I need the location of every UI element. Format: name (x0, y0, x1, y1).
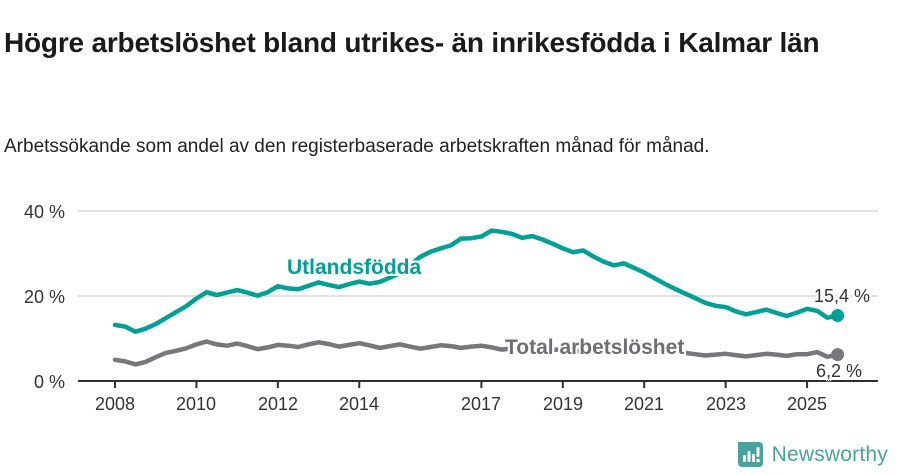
brand-footer: Newsworthy (737, 440, 888, 470)
end-value-total-arbetsloshet: 6,2 % (816, 361, 863, 381)
x-axis-label-2023: 2023 (705, 394, 747, 414)
x-axis-label-2012: 2012 (257, 394, 299, 414)
x-axis-label-2017: 2017 (460, 394, 502, 414)
x-axis-label-2014: 2014 (338, 394, 380, 414)
x-axis-label-2021: 2021 (623, 394, 665, 414)
newsworthy-logo-icon (737, 442, 763, 467)
chart-subtitle: Arbetssökande som andel av den registerb… (4, 136, 710, 157)
y-axis-label-0: 0 % (33, 372, 65, 392)
y-axis-label-40: 40 % (23, 202, 65, 222)
x-axis-label-2008: 2008 (94, 394, 136, 414)
x-axis-label-2025: 2025 (786, 394, 828, 414)
series-label-utlandsfodda: Utlandsfödda (287, 256, 422, 279)
x-axis-label-2019: 2019 (542, 394, 584, 414)
brand-name: Newsworthy (771, 443, 888, 466)
page-title: Högre arbetslöshet bland utrikes- än inr… (4, 26, 820, 58)
series-label-total-arbetsloshet: Total arbetslöshet (505, 336, 685, 359)
y-axis-label-20: 20 % (23, 287, 65, 307)
end-value-utlandsfodda: 15,4 % (814, 286, 871, 306)
x-axis-label-2010: 2010 (175, 394, 217, 414)
